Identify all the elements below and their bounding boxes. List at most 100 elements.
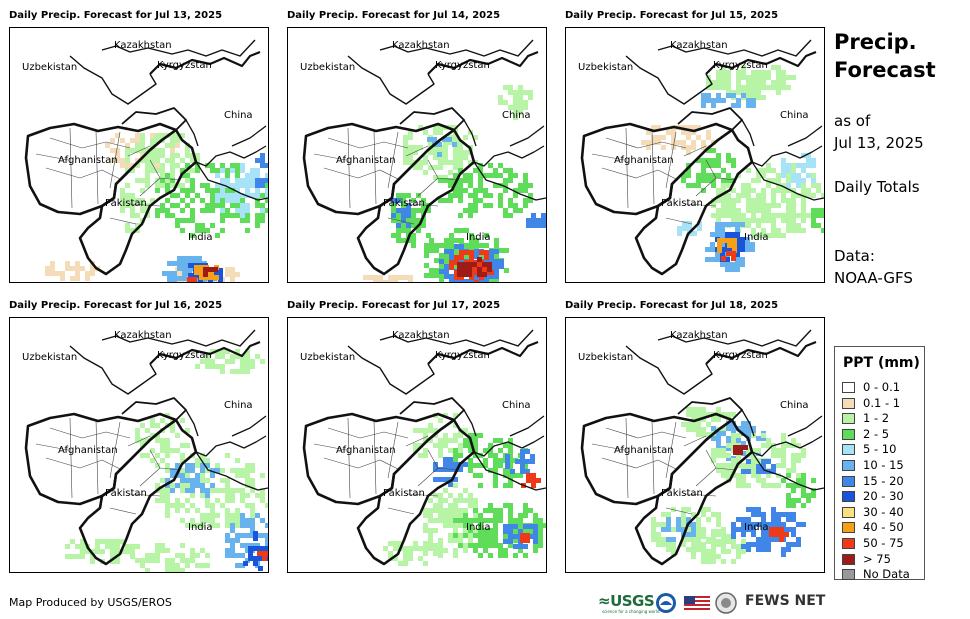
precip-map: Kazakhstan Uzbekistan Kyrgyzstan China Afgha… [287, 27, 547, 283]
legend-item: 15 - 20 [842, 474, 904, 488]
panel-title: Daily Precip. Forecast for Jul 13, 2025 [9, 10, 223, 21]
legend-title: PPT (mm) [843, 355, 920, 371]
country-label-kazakhstan: Kazakhstan [670, 330, 728, 341]
country-label-china: China [224, 400, 253, 411]
panel-title: Daily Precip. Forecast for Jul 15, 2025 [565, 10, 779, 21]
fewsnet-logo: FEWS NET [745, 593, 826, 609]
country-label-kyrgyzstan: Kyrgyzstan [435, 60, 490, 71]
country-label-china: China [780, 400, 809, 411]
legend-item: 40 - 50 [842, 520, 904, 534]
map-canvas: Kazakhstan Uzbekistan Kyrgyzstan China Afgha… [300, 329, 546, 566]
legend-swatch [842, 460, 855, 471]
country-label-pakistan: Pakistan [661, 198, 703, 209]
legend-label: 2 - 5 [863, 426, 890, 441]
legend-label: 1 - 2 [863, 411, 890, 426]
country-label-kazakhstan: Kazakhstan [670, 40, 728, 51]
legend-swatch [842, 538, 855, 549]
data-source: NOAA-GFS [834, 269, 913, 287]
country-label-pakistan: Pakistan [383, 198, 425, 209]
usgs-tagline: science for a changing world [602, 609, 660, 614]
us-flag-icon [684, 596, 710, 611]
noaa-logo-icon [656, 593, 676, 613]
country-label-pakistan: Pakistan [105, 198, 147, 209]
sidebar-title-line2: Forecast [834, 58, 936, 82]
legend-item: 20 - 30 [842, 489, 904, 503]
map-canvas: Kazakhstan Uzbekistan Kyrgyzstan China Afgha… [578, 329, 824, 566]
legend-swatch [842, 553, 855, 565]
precip-map: Kazakhstan Uzbekistan Kyrgyzstan China Afgha… [565, 317, 825, 573]
forecast-panel: Daily Precip. Forecast for Jul 17, 2025 … [287, 300, 547, 575]
legend-label: No Data [863, 567, 910, 582]
legend-swatch [842, 506, 855, 518]
country-label-china: China [502, 400, 531, 411]
sidebar-asof: as of Jul 13, 2025 [834, 110, 924, 154]
country-label-india: India [466, 232, 491, 243]
country-label-afghanistan: Afghanistan [58, 445, 118, 456]
country-label-afghanistan: Afghanistan [336, 155, 396, 166]
legend-label: 40 - 50 [863, 520, 904, 535]
legend-item: 0.1 - 1 [842, 396, 900, 410]
country-label-india: India [466, 522, 491, 533]
country-label-india: India [188, 232, 213, 243]
country-borders [24, 329, 268, 566]
country-label-kazakhstan: Kazakhstan [114, 40, 172, 51]
forecast-panel: Daily Precip. Forecast for Jul 18, 2025 … [565, 300, 825, 575]
sidebar-data-source: Data: NOAA-GFS [834, 245, 913, 289]
map-canvas: Kazakhstan Uzbekistan Kyrgyzstan China Afgha… [300, 39, 546, 282]
legend-swatch [842, 444, 855, 456]
legend-swatch [842, 428, 855, 440]
footer-logos: ≈USGS science for a changing world FEWS … [598, 590, 828, 616]
legend-item: 2 - 5 [842, 427, 889, 441]
precip-field [641, 65, 824, 272]
forecast-panel: Daily Precip. Forecast for Jul 15, 2025 … [565, 10, 825, 285]
country-label-kazakhstan: Kazakhstan [392, 330, 450, 341]
country-label-uzbekistan: Uzbekistan [578, 352, 633, 363]
country-label-afghanistan: Afghanistan [614, 155, 674, 166]
country-label-kyrgyzstan: Kyrgyzstan [713, 350, 768, 361]
legend-label: > 75 [863, 551, 891, 566]
precip-map: Kazakhstan Uzbekistan Kyrgyzstan China Afgha… [287, 317, 547, 573]
legend-item: 0 - 0.1 [842, 380, 900, 394]
panel-title: Daily Precip. Forecast for Jul 14, 2025 [287, 10, 501, 21]
forecast-panel: Daily Precip. Forecast for Jul 13, 2025 … [9, 10, 269, 285]
legend-item: > 75 [842, 552, 891, 566]
country-label-india: India [188, 522, 213, 533]
precip-map: Kazakhstan Uzbekistan Kyrgyzstan China Afgha… [565, 27, 825, 283]
legend-swatch [842, 569, 855, 581]
legend-swatch [842, 413, 855, 425]
country-label-uzbekistan: Uzbekistan [22, 62, 77, 73]
legend-label: 15 - 20 [863, 473, 904, 488]
usgs-logo: ≈USGS [598, 592, 655, 610]
country-label-afghanistan: Afghanistan [614, 445, 674, 456]
country-label-kyrgyzstan: Kyrgyzstan [157, 60, 212, 71]
panel-title: Daily Precip. Forecast for Jul 16, 2025 [9, 300, 223, 311]
country-label-kazakhstan: Kazakhstan [392, 40, 450, 51]
forecast-panel: Daily Precip. Forecast for Jul 14, 2025 … [287, 10, 547, 285]
usaid-seal-icon [715, 592, 737, 614]
map-canvas: Kazakhstan Uzbekistan Kyrgyzstan China Afgha… [22, 329, 268, 572]
country-label-kyrgyzstan: Kyrgyzstan [713, 60, 768, 71]
country-label-india: India [744, 522, 769, 533]
data-label: Data: [834, 247, 875, 265]
country-label-uzbekistan: Uzbekistan [22, 352, 77, 363]
legend-item: 1 - 2 [842, 411, 889, 425]
country-label-kazakhstan: Kazakhstan [114, 330, 172, 341]
sidebar-daily: Daily Totals [834, 178, 920, 196]
country-label-uzbekistan: Uzbekistan [578, 62, 633, 73]
sidebar-title: Precip. Forecast [834, 28, 954, 84]
country-label-afghanistan: Afghanistan [336, 445, 396, 456]
legend-swatch [842, 475, 855, 487]
legend-label: 5 - 10 [863, 442, 897, 457]
country-label-kyrgyzstan: Kyrgyzstan [157, 350, 212, 361]
country-label-china: China [224, 110, 253, 121]
asof-date: Jul 13, 2025 [834, 134, 924, 152]
map-canvas: Kazakhstan Uzbekistan Kyrgyzstan China Afgha… [578, 39, 824, 276]
legend-swatch [842, 522, 855, 534]
country-borders [24, 39, 268, 276]
country-borders [302, 39, 546, 276]
country-borders [580, 39, 824, 276]
legend-label: 0 - 0.1 [863, 380, 901, 394]
legend-item: 5 - 10 [842, 442, 896, 456]
country-label-pakistan: Pakistan [661, 488, 703, 499]
panel-title: Daily Precip. Forecast for Jul 18, 2025 [565, 300, 779, 311]
